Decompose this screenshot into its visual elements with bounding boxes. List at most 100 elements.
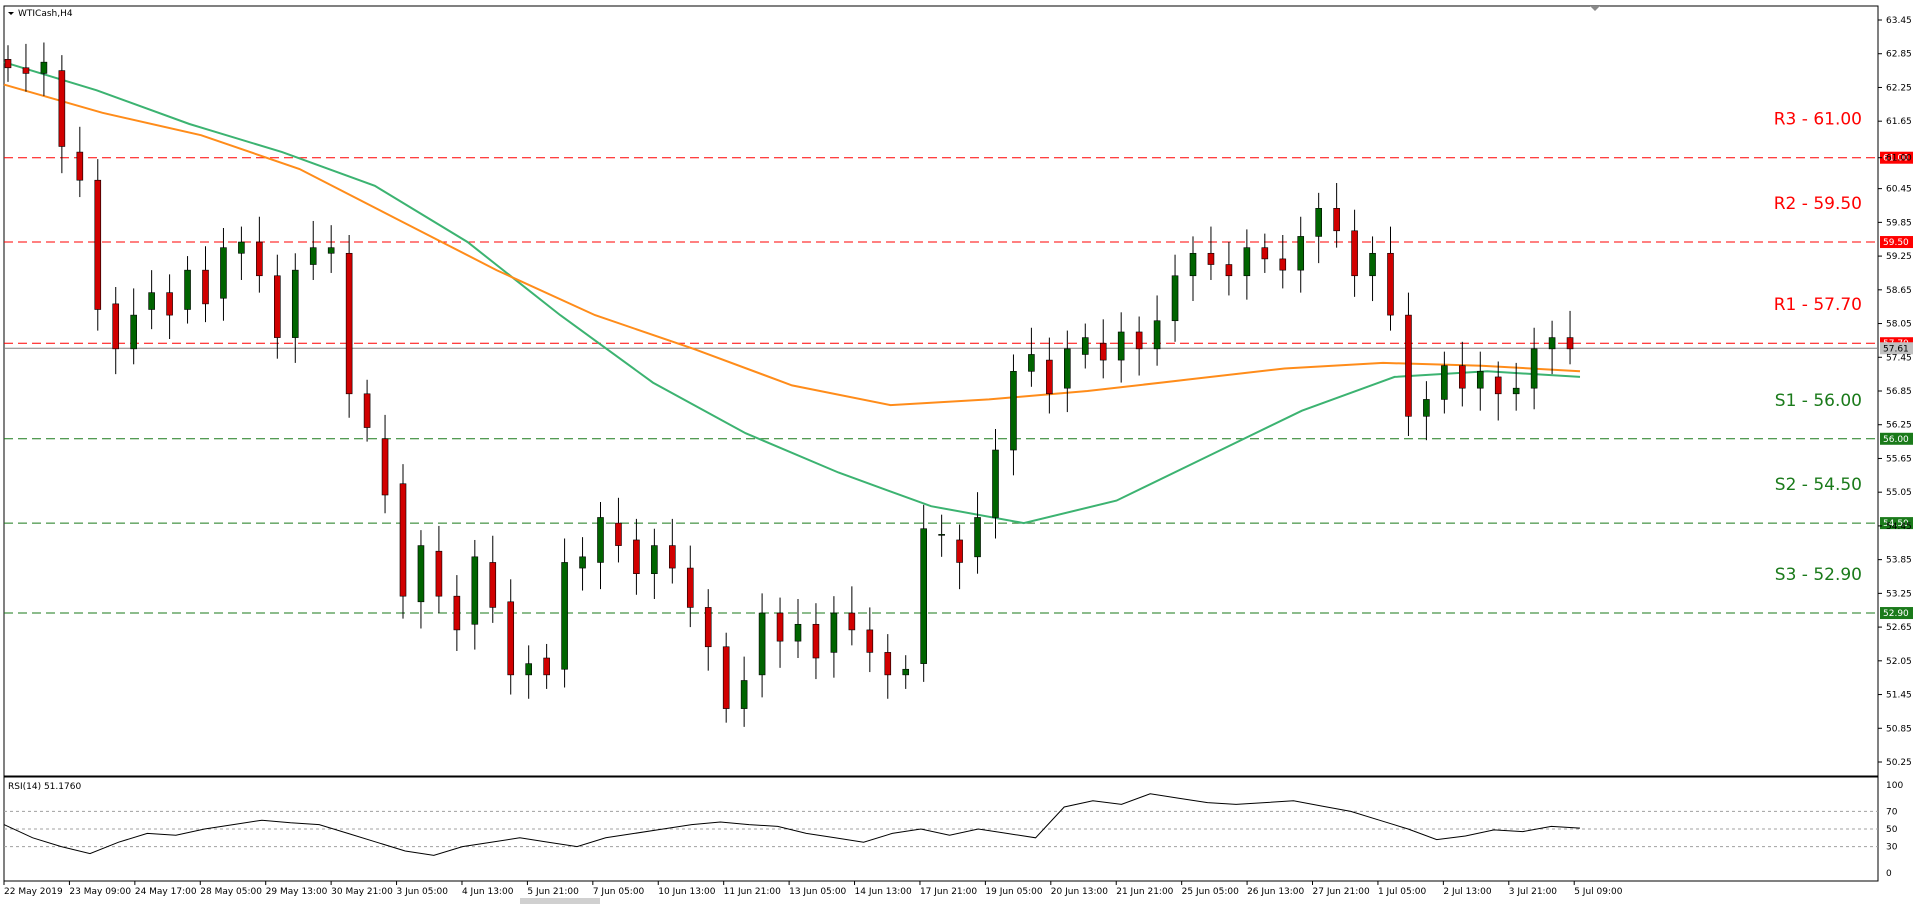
candle-body — [1297, 236, 1305, 271]
time-tick-label: 2 Jul 13:00 — [1443, 887, 1492, 897]
candle-body — [1459, 365, 1466, 389]
time-tick-label: 14 Jun 13:00 — [855, 887, 912, 897]
candle-body — [1243, 247, 1251, 277]
time-tick-label: 19 Jun 05:00 — [985, 887, 1042, 897]
candle-body — [525, 663, 532, 676]
candle-body — [794, 623, 802, 642]
current-price-tag — [1880, 342, 1913, 355]
time-tick-label: 22 May 2019 — [4, 887, 63, 897]
price-tick-label: 59.25 — [1886, 252, 1912, 262]
candle-body — [938, 534, 945, 536]
level-price-tag-text: 61.00 — [1883, 154, 1909, 164]
time-axis: 22 May 2019 23 May 09:00 24 May 17:00 28 Ma… — [3, 881, 1623, 897]
candle-body — [1099, 342, 1107, 361]
candle-body — [453, 595, 461, 631]
candle-body — [22, 67, 30, 74]
level-label: R1 - 57.70 — [1774, 295, 1862, 315]
candle-body — [848, 612, 856, 631]
candle-body — [651, 545, 658, 574]
candle-body — [220, 247, 227, 299]
candle-body — [1171, 275, 1179, 322]
candle-body — [956, 539, 963, 563]
time-tick-label: 7 Jun 05:00 — [593, 887, 645, 897]
candle-body — [1476, 371, 1484, 389]
level-label: R3 - 61.00 — [1774, 110, 1862, 130]
candle-body — [40, 61, 48, 74]
level-label: S1 - 56.00 — [1775, 391, 1862, 411]
price-tick-label: 63.45 — [1886, 16, 1912, 26]
time-tick-label: 4 Jun 13:00 — [462, 887, 514, 897]
price-tick-label: 61.00 — [1886, 154, 1912, 164]
price-tick-label: 52.05 — [1886, 657, 1912, 667]
rsi-title: RSI(14) 51.1760 — [8, 782, 81, 792]
candle-body — [812, 623, 820, 659]
candle-body — [1369, 252, 1376, 277]
level-price-tag — [1880, 607, 1913, 620]
candle-body — [76, 151, 84, 181]
scroll-tab[interactable] — [520, 898, 600, 904]
candle-body — [1207, 252, 1215, 265]
candle-body — [758, 612, 766, 676]
candle-body — [1405, 314, 1412, 417]
time-tick-label: 11 Jun 21:00 — [724, 887, 781, 897]
time-tick-label: 3 Jul 21:00 — [1509, 887, 1558, 897]
candle-body — [920, 528, 927, 664]
candle-body — [417, 545, 425, 603]
candle-body — [256, 241, 263, 277]
candle-body — [597, 517, 604, 563]
candle-body — [1046, 359, 1053, 395]
time-tick-label: 20 Jun 13:00 — [1051, 887, 1108, 897]
price-tick-label: 57.45 — [1886, 353, 1912, 363]
support-resistance-lines — [4, 157, 1878, 614]
current-price-tag-text: 57.61 — [1883, 344, 1909, 354]
rsi-tick-label: 100 — [1886, 781, 1903, 791]
time-tick-label: 1 Jul 05:00 — [1378, 887, 1427, 897]
candle-body — [974, 517, 981, 558]
candle-body — [1530, 348, 1538, 389]
candle-body — [615, 522, 622, 546]
price-tick-label: 56.85 — [1886, 387, 1912, 397]
level-label: R2 - 59.50 — [1774, 194, 1862, 214]
candle-body — [776, 612, 784, 642]
candle-body — [291, 269, 299, 338]
level-price-tag-text: 54.50 — [1883, 519, 1909, 529]
level-labels: R3 - 61.00 61.00 R2 - 59.50 59.50 R1 - 57.70… — [1774, 110, 1913, 620]
candle-body — [327, 247, 335, 254]
rsi-line — [3, 793, 1581, 856]
ma-orange-line — [3, 83, 1581, 407]
price-tick-label: 50.25 — [1886, 758, 1912, 768]
candle-body — [1441, 365, 1448, 400]
scroll-marker-icon — [1590, 6, 1600, 11]
candle-body — [830, 612, 838, 653]
level-price-tag — [1880, 517, 1913, 530]
price-tick-label: 50.85 — [1886, 724, 1912, 734]
candle-body — [1279, 258, 1287, 271]
candle-body — [1261, 247, 1269, 260]
time-tick-label: 27 Jun 21:00 — [1313, 887, 1370, 897]
price-tick-label: 58.05 — [1886, 320, 1912, 330]
time-tick-label: 23 May 09:00 — [69, 887, 131, 897]
moving-averages — [3, 61, 1581, 525]
candle-body — [1189, 252, 1197, 277]
time-tick-label: 13 Jun 05:00 — [789, 887, 846, 897]
time-tick-label: 29 May 13:00 — [266, 887, 328, 897]
candle-body — [238, 241, 245, 254]
price-tick-label: 62.85 — [1886, 50, 1912, 60]
time-tick-label: 24 May 17:00 — [135, 887, 197, 897]
candle-body — [1028, 354, 1035, 372]
candle-body — [1225, 264, 1233, 277]
candle-body — [1494, 376, 1502, 395]
time-tick-label: 10 Jun 13:00 — [658, 887, 715, 897]
candle-body — [507, 601, 515, 676]
candle-body — [58, 70, 66, 147]
rsi-tick-label: 50 — [1886, 825, 1898, 835]
candle-body — [902, 668, 910, 676]
level-label: S3 - 52.90 — [1775, 565, 1862, 585]
candle-body — [94, 179, 102, 310]
dropdown-arrow-icon[interactable] — [8, 12, 14, 15]
candle-body — [1423, 399, 1430, 417]
candle-body — [669, 545, 676, 569]
price-tick-label: 52.65 — [1886, 623, 1912, 633]
candle-body — [309, 247, 317, 265]
